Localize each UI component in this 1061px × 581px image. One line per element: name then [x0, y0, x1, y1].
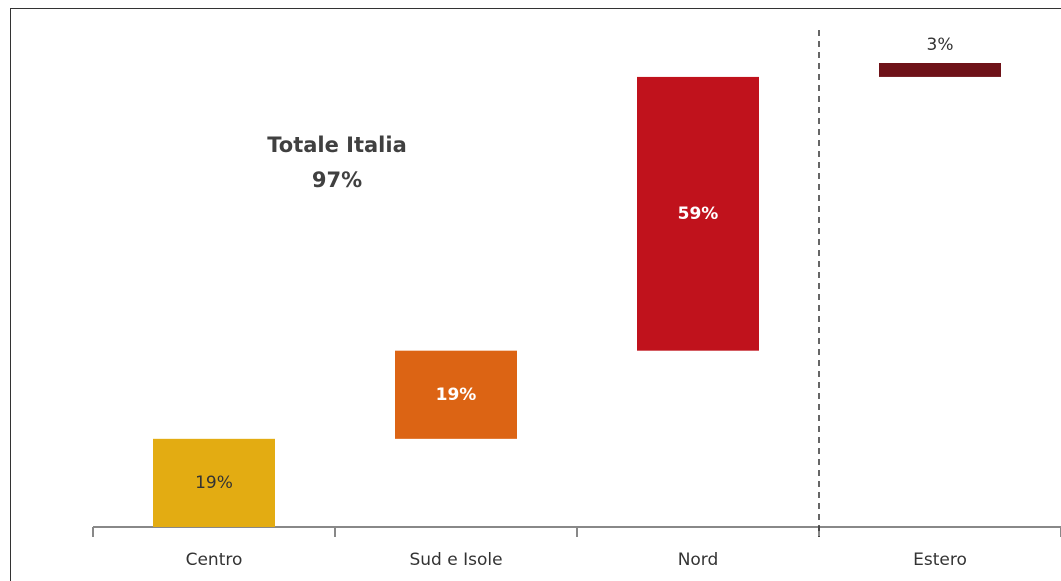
annotation: 97%	[312, 168, 362, 192]
value-label: 19%	[436, 385, 477, 405]
bar	[879, 63, 1001, 77]
x-tick-label: Estero	[913, 550, 967, 570]
bar	[395, 350, 517, 439]
x-tick-label: Sud e Isole	[409, 550, 502, 570]
bar	[153, 438, 275, 527]
bar	[637, 76, 759, 351]
value-label: 59%	[678, 204, 719, 224]
annotation: Totale Italia	[267, 133, 407, 157]
x-tick-label: Nord	[678, 550, 719, 570]
value-label: 19%	[195, 473, 233, 493]
x-tick-label: Centro	[186, 550, 243, 570]
value-label: 3%	[927, 35, 954, 55]
